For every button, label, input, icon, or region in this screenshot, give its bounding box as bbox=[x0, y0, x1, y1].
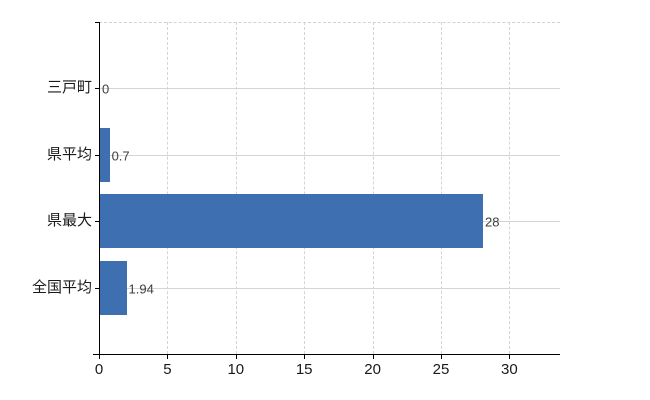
y-tick-mark bbox=[95, 287, 99, 289]
x-tick-label: 0 bbox=[94, 361, 104, 378]
h-gridline bbox=[99, 287, 560, 289]
bar bbox=[100, 127, 110, 182]
category-label: 三戸町 bbox=[46, 79, 92, 97]
x-axis-line bbox=[93, 354, 560, 355]
v-gridline bbox=[372, 22, 374, 354]
h-gridline bbox=[99, 88, 560, 90]
y-tick-mark bbox=[95, 88, 99, 90]
x-tick-label: 15 bbox=[295, 361, 313, 378]
y-tick-mark bbox=[95, 154, 99, 156]
bar bbox=[100, 194, 484, 249]
x-tick-mark bbox=[235, 355, 237, 359]
x-tick-mark bbox=[440, 355, 442, 359]
x-tick-mark bbox=[304, 355, 306, 359]
x-tick-mark bbox=[509, 355, 511, 359]
x-tick-mark bbox=[372, 355, 374, 359]
y-axis-top-tick bbox=[95, 22, 99, 23]
y-tick-mark bbox=[95, 221, 99, 223]
v-gridline bbox=[235, 22, 237, 354]
y-axis-line bbox=[99, 22, 100, 354]
category-label: 全国平均 bbox=[31, 278, 92, 296]
value-label: 28 bbox=[485, 214, 500, 230]
value-label: 1.94 bbox=[128, 281, 154, 297]
value-label: 0 bbox=[102, 81, 110, 97]
v-gridline bbox=[509, 22, 511, 354]
x-tick-label: 10 bbox=[227, 361, 245, 378]
value-label: 0.7 bbox=[111, 148, 130, 164]
x-tick-mark bbox=[167, 355, 169, 359]
x-tick-label: 5 bbox=[163, 361, 172, 378]
v-gridline bbox=[304, 22, 306, 354]
category-label: 県最大 bbox=[46, 212, 92, 230]
v-gridline bbox=[440, 22, 442, 354]
h-gridline bbox=[99, 154, 560, 156]
category-label: 県平均 bbox=[46, 145, 92, 163]
x-tick-label: 25 bbox=[432, 361, 450, 378]
x-tick-label: 20 bbox=[364, 361, 381, 378]
bar bbox=[100, 260, 127, 315]
x-tick-label: 30 bbox=[501, 361, 518, 378]
plot-top-border bbox=[99, 22, 560, 23]
x-tick-mark bbox=[99, 355, 100, 359]
v-gridline bbox=[167, 22, 169, 354]
